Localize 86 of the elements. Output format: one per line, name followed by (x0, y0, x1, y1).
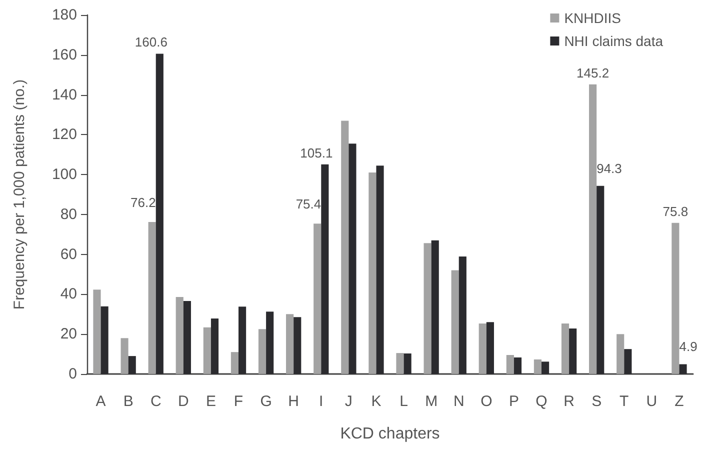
bar (230, 352, 238, 374)
bar (404, 353, 412, 374)
bar (100, 306, 108, 374)
x-tick-label: C (150, 393, 162, 410)
bar (238, 306, 246, 374)
y-tick-label: 180 (52, 6, 77, 24)
bar (120, 338, 128, 374)
bar (679, 364, 687, 374)
bar (321, 164, 329, 374)
x-tick-label: E (206, 393, 216, 410)
data-label: 75.4 (296, 196, 322, 212)
bar (569, 328, 577, 374)
x-tick-label: R (564, 393, 575, 410)
data-label: 105.1 (300, 145, 333, 160)
x-tick-label: L (400, 393, 408, 410)
bar (514, 357, 522, 374)
y-tick-label: 160 (52, 46, 77, 64)
bar (478, 324, 486, 374)
bar (424, 243, 432, 374)
data-label: 94.3 (596, 160, 622, 176)
bar (458, 256, 466, 374)
x-tick-label: S (592, 393, 602, 410)
bar (672, 222, 680, 374)
y-tick-label: 100 (52, 166, 77, 184)
bar (148, 222, 156, 374)
data-label: 76.2 (130, 195, 156, 210)
x-tick-label: J (344, 393, 352, 410)
y-tick-label: 80 (60, 206, 77, 223)
bar (616, 334, 624, 374)
x-tick-label: G (260, 393, 272, 410)
bar (348, 144, 356, 374)
x-tick-label: Z (674, 393, 684, 410)
x-tick-label: A (96, 393, 106, 410)
x-tick-label: D (178, 393, 189, 410)
data-label: 160.6 (134, 34, 168, 50)
bar (561, 324, 570, 374)
bar (451, 270, 459, 374)
legend-label: NHI claims data (564, 33, 664, 49)
y-tick-label: 40 (60, 286, 77, 303)
bar (341, 120, 349, 374)
bar (534, 359, 542, 374)
bar (624, 349, 632, 374)
x-tick-label: P (508, 393, 519, 410)
bar (314, 224, 322, 374)
y-tick-label: 140 (52, 86, 77, 104)
x-tick-label: K (371, 393, 382, 410)
bar (128, 356, 136, 374)
bar (596, 186, 604, 374)
bar (431, 240, 439, 374)
y-tick-label: 120 (52, 126, 77, 144)
bar (396, 353, 404, 374)
bar (203, 327, 211, 374)
bar (93, 290, 101, 374)
x-tick-label: M (425, 393, 438, 410)
x-tick-label: I (319, 393, 324, 410)
bar (294, 317, 302, 374)
x-tick-label: F (234, 393, 244, 410)
x-tick-label: B (123, 393, 134, 410)
x-tick-label: H (288, 393, 300, 410)
y-tick-label: 60 (60, 246, 77, 263)
x-tick-label: T (620, 393, 629, 410)
y-tick-label: 20 (60, 326, 77, 343)
data-label: 4.9 (679, 339, 698, 354)
data-label: 75.8 (662, 204, 688, 219)
x-tick-label: Q (536, 393, 548, 410)
x-axis-title: KCD chapters (340, 426, 440, 442)
bar (368, 172, 376, 374)
x-tick-label: U (646, 393, 658, 410)
y-tick-label: 0 (68, 366, 77, 382)
x-tick-label: O (480, 393, 492, 410)
bar (286, 314, 294, 374)
y-axis-title: Frequency per 1,000 patients (no.) (11, 79, 28, 310)
data-label: 145.2 (576, 65, 610, 80)
bar (542, 362, 550, 374)
bar (266, 312, 274, 374)
bar (376, 166, 384, 374)
bar (183, 301, 191, 374)
bar (506, 355, 514, 374)
legend-label: KNHDIIS (564, 10, 621, 26)
bar (156, 54, 164, 374)
bar (176, 297, 184, 374)
bar (589, 84, 597, 374)
bar (210, 318, 219, 374)
bar (258, 329, 266, 374)
x-tick-label: N (453, 393, 464, 410)
bar (486, 322, 494, 374)
